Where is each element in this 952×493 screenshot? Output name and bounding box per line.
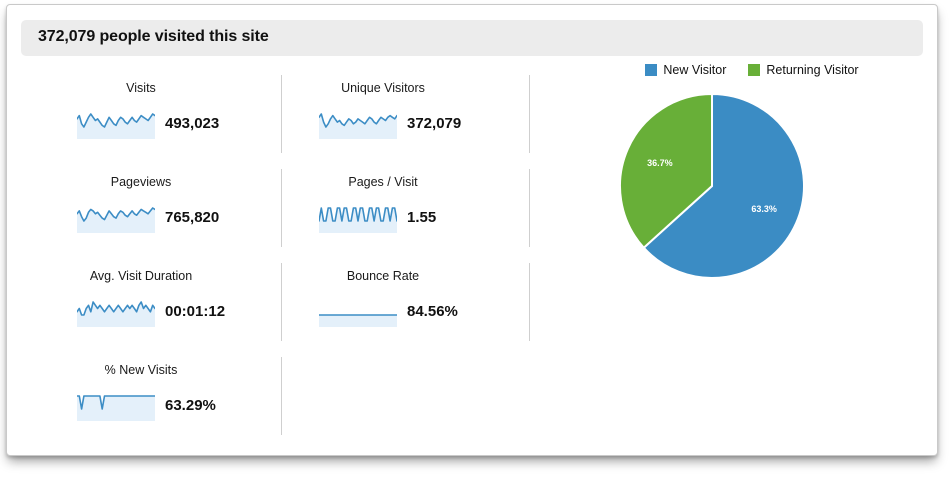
metric-body: 765,820: [21, 201, 261, 241]
metric-value: 63.29%: [165, 397, 216, 414]
metric-value: 765,820: [165, 209, 220, 226]
metric-cell-unique-visitors[interactable]: Unique Visitors 372,079: [263, 67, 503, 161]
metric-value: 493,023: [165, 115, 220, 132]
legend-swatch-icon: [645, 64, 658, 76]
metric-value: 00:01:12: [165, 303, 226, 320]
legend-swatch-icon: [748, 64, 761, 76]
metric-label: Visits: [126, 81, 156, 95]
column-divider: [281, 75, 282, 153]
metrics-grid: Visits 493,023 Unique Visitors 372,079: [21, 67, 541, 442]
column-divider: [281, 357, 282, 435]
pie-slice-label-returning-visitor: 36.7%: [647, 158, 673, 168]
metric-row: Pageviews 765,820 Pages / Visit 1.55: [21, 161, 541, 255]
metric-body: 00:01:12: [21, 295, 261, 335]
metric-label: Pages / Visit: [348, 175, 418, 189]
pie-graphic: 63.3% 36.7%: [617, 91, 807, 281]
pie-slice-label-new-visitor: 63.3%: [751, 204, 777, 214]
metric-label: Avg. Visit Duration: [89, 269, 193, 283]
metric-label: Bounce Rate: [346, 269, 420, 283]
metric-cell-pageviews[interactable]: Pageviews 765,820: [21, 161, 261, 255]
sparkline-visits: [77, 111, 155, 139]
metric-value: 84.56%: [407, 303, 458, 320]
metric-cell-avg-visit-duration[interactable]: Avg. Visit Duration 00:01:12: [21, 255, 261, 349]
pie-slice-returning-visitor[interactable]: [619, 92, 713, 250]
sparkline-avg-visit-duration: [77, 299, 155, 327]
metric-value: 1.55: [407, 209, 437, 226]
metric-cell-bounce-rate[interactable]: Bounce Rate 84.56%: [263, 255, 503, 349]
metric-body: 63.29%: [21, 389, 261, 429]
column-divider: [281, 169, 282, 247]
column-divider: [281, 263, 282, 341]
metric-cell-pages-per-visit[interactable]: Pages / Visit 1.55: [263, 161, 503, 255]
legend-label: New Visitor: [663, 63, 727, 77]
metric-row: % New Visits 63.29%: [21, 349, 541, 443]
metric-body: 372,079: [263, 107, 503, 147]
column-divider: [529, 169, 530, 247]
legend-label: Returning Visitor: [766, 63, 859, 77]
legend-item-new-visitor[interactable]: New Visitor: [645, 63, 726, 77]
sparkline-pageviews: [77, 205, 155, 233]
sparkline-unique-visitors: [319, 111, 397, 139]
metric-value: 372,079: [407, 115, 462, 132]
panel-header-bar: 372,079 people visited this site: [21, 20, 923, 56]
visitor-type-pie-chart: New Visitor Returning Visitor 63.3% 36.7…: [567, 55, 937, 315]
dashboard-panel: 372,079 people visited this site Visits …: [6, 4, 938, 456]
metric-body: 493,023: [21, 107, 261, 147]
pie-svg: 63.3% 36.7%: [619, 92, 805, 279]
sparkline-pages-per-visit: [319, 205, 397, 233]
sparkline-percent-new-visits: [77, 393, 155, 421]
metric-body: 84.56%: [263, 295, 503, 335]
page-title: 372,079 people visited this site: [38, 28, 269, 45]
column-divider: [529, 75, 530, 153]
legend-item-returning-visitor[interactable]: Returning Visitor: [748, 63, 859, 77]
chart-legend: New Visitor Returning Visitor: [567, 63, 937, 77]
metric-label: Unique Visitors: [341, 81, 425, 95]
metric-cell-percent-new-visits[interactable]: % New Visits 63.29%: [21, 349, 261, 443]
column-divider: [529, 263, 530, 341]
metric-row: Avg. Visit Duration 00:01:12 Bounce Rate…: [21, 255, 541, 349]
metric-cell-visits[interactable]: Visits 493,023: [21, 67, 261, 161]
metric-label: Pageviews: [110, 175, 172, 189]
sparkline-bounce-rate: [319, 299, 397, 327]
metric-row: Visits 493,023 Unique Visitors 372,079: [21, 67, 541, 161]
pie-slice-new-visitor[interactable]: [642, 92, 805, 279]
metric-label: % New Visits: [104, 363, 178, 377]
metric-body: 1.55: [263, 201, 503, 241]
